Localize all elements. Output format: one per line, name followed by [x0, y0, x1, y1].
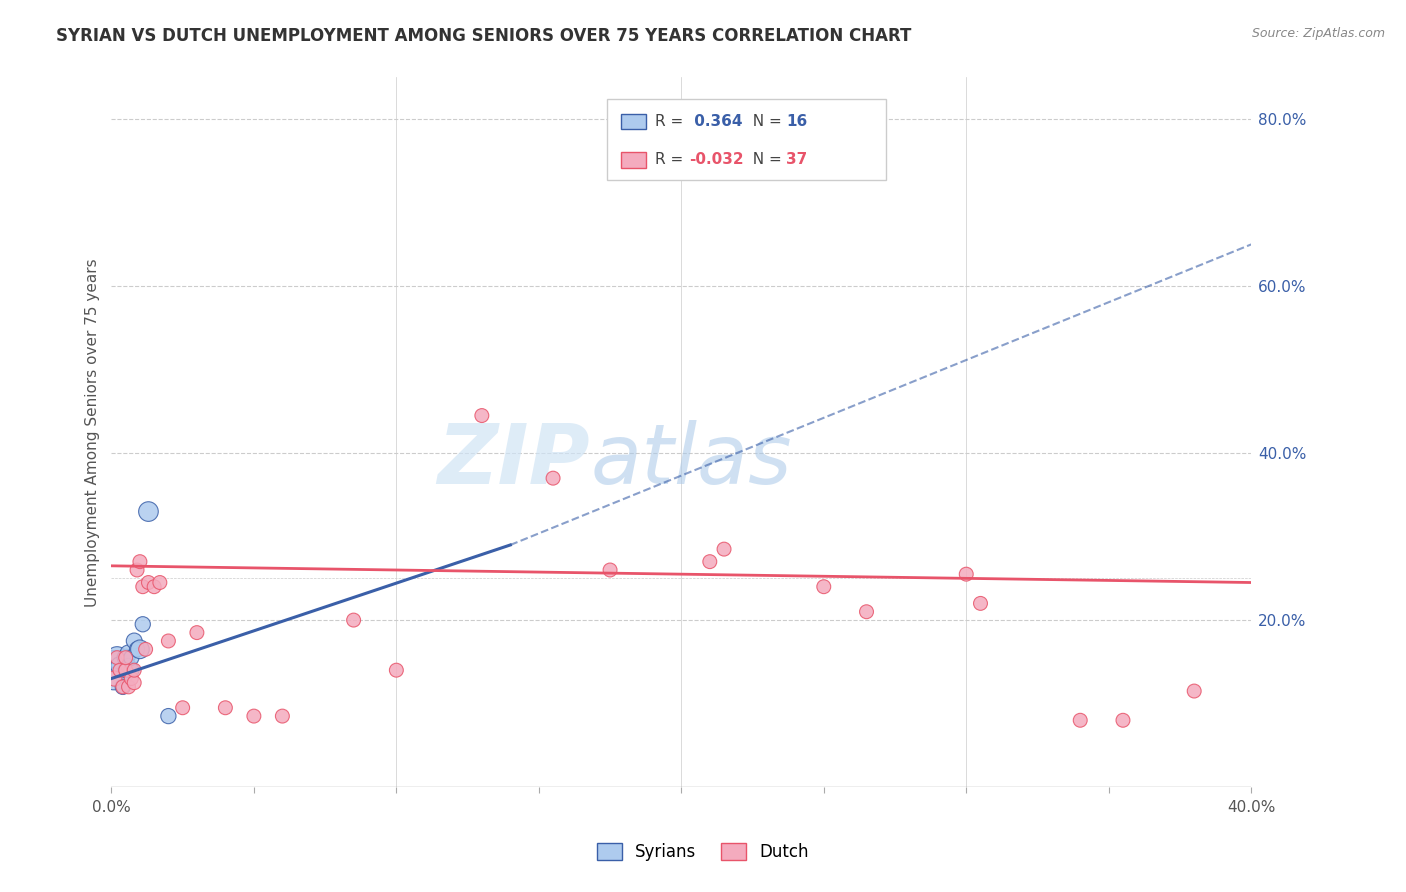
Point	[120, 672, 142, 686]
Point	[114, 663, 136, 677]
FancyBboxPatch shape	[621, 153, 645, 168]
Y-axis label: Unemployment Among Seniors over 75 years: Unemployment Among Seniors over 75 years	[86, 258, 100, 607]
Point	[541, 471, 564, 485]
Point	[129, 642, 152, 657]
Text: N =: N =	[742, 153, 786, 168]
Point	[103, 672, 125, 686]
Point	[111, 680, 134, 694]
Text: R =: R =	[655, 114, 688, 129]
Point	[122, 663, 145, 677]
FancyBboxPatch shape	[607, 99, 886, 180]
Point	[125, 563, 148, 577]
Legend: Syrians, Dutch: Syrians, Dutch	[591, 836, 815, 868]
Point	[114, 650, 136, 665]
Point	[120, 663, 142, 677]
Point	[149, 575, 172, 590]
Point	[243, 709, 266, 723]
Text: SYRIAN VS DUTCH UNEMPLOYMENT AMONG SENIORS OVER 75 YEARS CORRELATION CHART: SYRIAN VS DUTCH UNEMPLOYMENT AMONG SENIO…	[56, 27, 911, 45]
Point	[114, 650, 136, 665]
Text: 37: 37	[786, 153, 807, 168]
Text: 0.364: 0.364	[689, 114, 742, 129]
Point	[471, 409, 494, 423]
Point	[114, 663, 136, 677]
Point	[969, 596, 991, 610]
Point	[699, 555, 721, 569]
Point	[955, 567, 977, 582]
Point	[214, 700, 236, 714]
Point	[138, 575, 160, 590]
Point	[132, 580, 155, 594]
Point	[117, 680, 139, 694]
Point	[157, 634, 180, 648]
Point	[599, 563, 621, 577]
Point	[111, 680, 134, 694]
Point	[120, 650, 142, 665]
Point	[343, 613, 366, 627]
Text: 16: 16	[786, 114, 807, 129]
Point	[138, 504, 160, 518]
Point	[105, 650, 128, 665]
Point	[122, 634, 145, 648]
Point	[122, 675, 145, 690]
Point	[813, 580, 835, 594]
Point	[157, 709, 180, 723]
Point	[105, 650, 128, 665]
Point	[129, 555, 152, 569]
Text: N =: N =	[742, 114, 786, 129]
Point	[108, 663, 131, 677]
Point	[143, 580, 166, 594]
FancyBboxPatch shape	[621, 114, 645, 129]
Point	[1069, 713, 1091, 727]
Point	[103, 663, 125, 677]
Point	[125, 642, 148, 657]
Point	[132, 617, 155, 632]
Point	[271, 709, 294, 723]
Point	[713, 542, 735, 557]
Text: Source: ZipAtlas.com: Source: ZipAtlas.com	[1251, 27, 1385, 40]
Point	[1112, 713, 1135, 727]
Point	[117, 659, 139, 673]
Point	[108, 659, 131, 673]
Point	[1182, 684, 1205, 698]
Point	[172, 700, 194, 714]
Point	[135, 642, 157, 657]
Text: -0.032: -0.032	[689, 153, 744, 168]
Text: R =: R =	[655, 153, 688, 168]
Point	[186, 625, 208, 640]
Text: atlas: atlas	[591, 420, 792, 501]
Point	[117, 647, 139, 661]
Point	[855, 605, 877, 619]
Text: ZIP: ZIP	[437, 420, 591, 501]
Point	[385, 663, 408, 677]
